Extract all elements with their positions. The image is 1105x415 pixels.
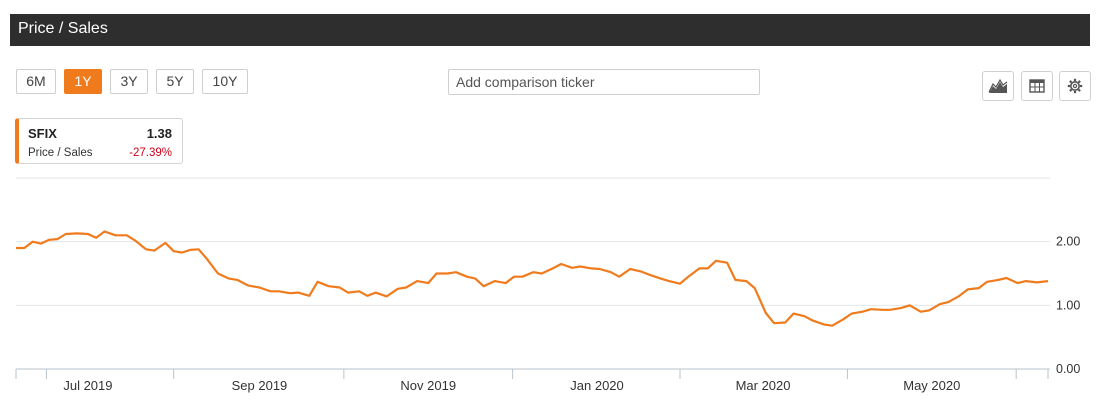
- range-button-1y[interactable]: 1Y: [64, 69, 102, 94]
- comparison-ticker-input[interactable]: [448, 69, 760, 95]
- series-line-sfix: [16, 230, 1049, 327]
- panel-title: Price / Sales: [18, 20, 108, 37]
- x-tick-label: May 2020: [903, 378, 960, 393]
- area-chart-icon: [988, 78, 1008, 93]
- table-icon: [1029, 79, 1045, 93]
- x-tick-label: Jan 2020: [570, 378, 624, 393]
- legend-value: 1.38: [146, 126, 172, 141]
- table-view-button[interactable]: [1021, 71, 1053, 101]
- legend-change: -27.39%: [129, 147, 172, 159]
- legend-ticker: SFIX: [28, 126, 57, 141]
- range-button-5y[interactable]: 5Y: [156, 69, 194, 94]
- range-button-3y[interactable]: 3Y: [110, 69, 148, 94]
- y-tick-label: 2.00: [1056, 235, 1080, 249]
- x-tick-label: Jul 2019: [63, 378, 112, 393]
- x-tick-label: Mar 2020: [736, 378, 791, 393]
- range-button-6m[interactable]: 6M: [16, 69, 56, 94]
- range-button-10y[interactable]: 10Y: [202, 69, 248, 94]
- y-tick-label: 1.00: [1056, 298, 1080, 312]
- settings-button[interactable]: [1059, 71, 1091, 101]
- panel-title-bar: Price / Sales: [10, 14, 1090, 46]
- x-tick-label: Sep 2019: [232, 378, 288, 393]
- series-legend: SFIX 1.38 Price / Sales -27.39%: [15, 118, 183, 164]
- chart-type-button[interactable]: [982, 71, 1014, 101]
- x-tick-label: Nov 2019: [400, 378, 456, 393]
- legend-metric: Price / Sales: [28, 147, 93, 159]
- y-tick-label: 0.00: [1056, 362, 1080, 376]
- gear-icon: [1067, 78, 1083, 94]
